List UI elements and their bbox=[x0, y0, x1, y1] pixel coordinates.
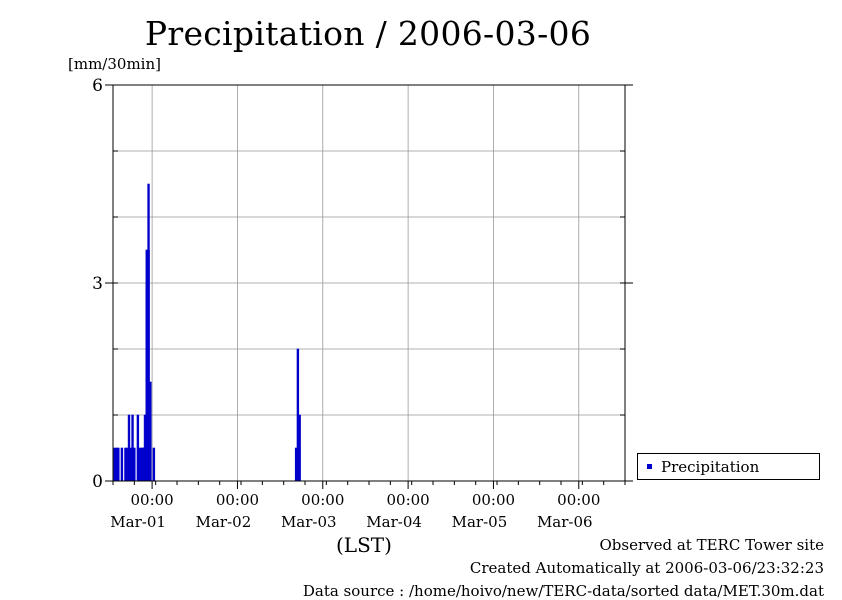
y-axis-unit-label: [mm/30min] bbox=[68, 55, 161, 73]
x-tick-date-label: Mar-04 bbox=[366, 513, 422, 531]
precipitation-bar bbox=[149, 414, 152, 482]
x-tick-time-label: 00:00 bbox=[557, 491, 600, 509]
footer-source: Data source : /home/hoivo/new/TERC-data/… bbox=[302, 582, 824, 600]
legend-swatch bbox=[647, 464, 652, 469]
x-tick-date-label: Mar-02 bbox=[196, 513, 252, 531]
legend: Precipitation bbox=[637, 453, 820, 480]
x-axis-label: (LST) bbox=[336, 533, 392, 557]
y-tick-label: 0 bbox=[92, 472, 103, 492]
x-tick-date-label: Mar-06 bbox=[537, 513, 593, 531]
precipitation-bars bbox=[113, 183, 301, 482]
y-tick-label: 3 bbox=[92, 274, 103, 294]
precipitation-bar bbox=[133, 447, 136, 482]
precipitation-bar bbox=[152, 447, 156, 482]
x-axis-ticks: 00:00 Mar-01 00:00 Mar-02 00:00 Mar-03 00:00 Ma… bbox=[110, 481, 626, 531]
x-tick-time-label: 00:00 bbox=[301, 491, 344, 509]
x-tick-time-label: 00:00 bbox=[216, 491, 259, 509]
x-tick-time-label: 00:00 bbox=[130, 491, 173, 509]
footer-observed: Observed at TERC Tower site bbox=[599, 536, 824, 554]
precipitation-bar bbox=[120, 447, 124, 482]
plot-gridlines bbox=[113, 85, 625, 481]
y-axis-ticks: 0 3 6 bbox=[92, 76, 633, 492]
x-tick-date-label: Mar-01 bbox=[110, 513, 166, 531]
legend-label: Precipitation bbox=[661, 457, 760, 476]
chart-title: Precipitation / 2006-03-06 bbox=[144, 14, 592, 53]
precipitation-bar bbox=[298, 414, 301, 482]
y-tick-label: 6 bbox=[92, 76, 103, 96]
precipitation-bar bbox=[117, 447, 120, 482]
x-tick-date-label: Mar-05 bbox=[452, 513, 508, 531]
x-tick-time-label: 00:00 bbox=[472, 491, 515, 509]
x-tick-time-label: 00:00 bbox=[386, 491, 429, 509]
x-tick-date-label: Mar-03 bbox=[281, 513, 337, 531]
footer-created: Created Automatically at 2006-03-06/23:3… bbox=[469, 559, 824, 577]
